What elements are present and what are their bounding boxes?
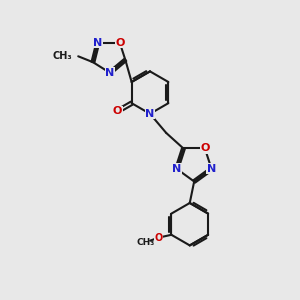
Text: CH₃: CH₃ [52, 51, 72, 61]
Text: N: N [105, 68, 115, 78]
Text: N: N [172, 164, 182, 174]
Text: O: O [115, 38, 124, 48]
Text: O: O [113, 106, 122, 116]
Text: CH₃: CH₃ [136, 238, 155, 247]
Text: N: N [93, 38, 102, 48]
Text: O: O [154, 233, 162, 243]
Text: N: N [146, 109, 154, 119]
Text: N: N [207, 164, 216, 174]
Text: O: O [200, 143, 210, 154]
